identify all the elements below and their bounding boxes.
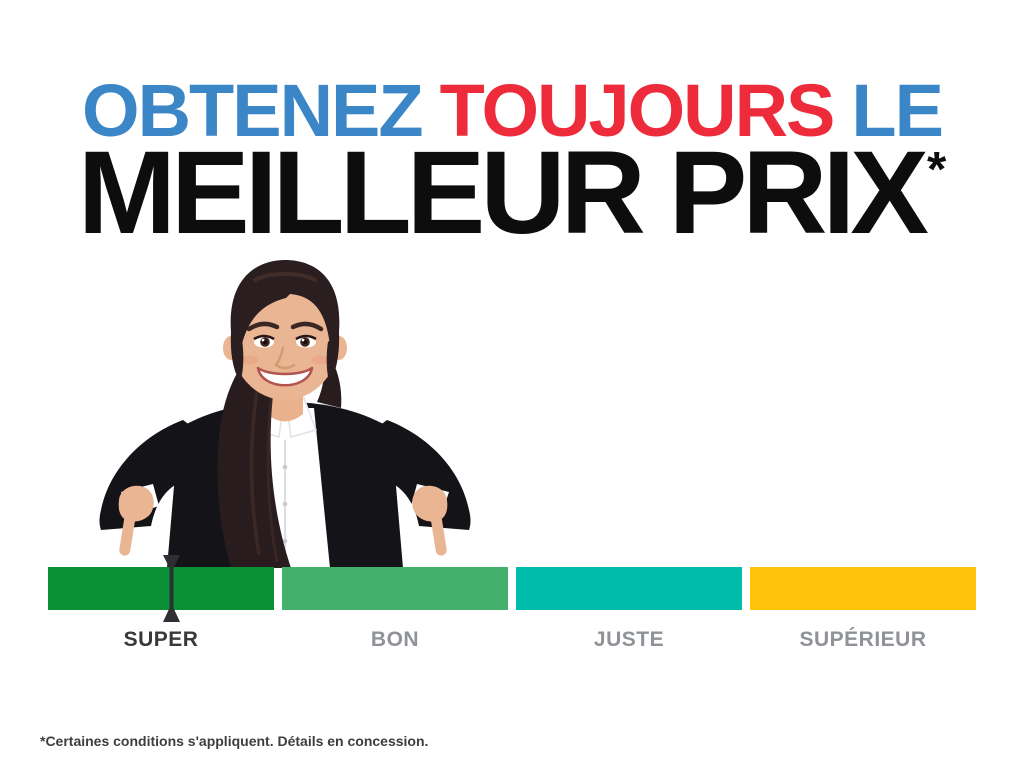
scale-segment-bon	[282, 567, 508, 610]
scale-segment-juste	[516, 567, 742, 610]
price-scale-bar	[48, 567, 976, 610]
pointing-hands	[118, 485, 448, 556]
headline-word-obtenez: OBTENEZ	[82, 69, 424, 152]
legal-footnote: *Certaines conditions s'appliquent. Déta…	[40, 733, 429, 749]
scale-segment-super	[48, 567, 274, 610]
price-scale-labels: SUPER BON JUSTE SUPÉRIEUR	[48, 620, 976, 652]
headline-word-toujours: TOUJOURS	[439, 69, 836, 152]
headline-line2: MEILLEUR PRIX*	[0, 134, 1024, 252]
asterisk-mark: *	[926, 140, 947, 197]
scale-label-juste: JUSTE	[593, 628, 665, 651]
hair-top	[230, 260, 340, 384]
scale-label-super: SUPER	[123, 628, 199, 651]
price-marker-pin	[163, 555, 180, 622]
headline-line1: OBTENEZ TOUJOURS LE	[0, 74, 1024, 148]
scale-label-superieur: SUPÉRIEUR	[799, 628, 927, 651]
woman-pointing-down-image	[99, 260, 471, 568]
scale-segment-superieur	[750, 567, 976, 610]
headline-word-le: LE	[851, 69, 944, 152]
headline-best-price-text: MEILLEUR PRIX	[77, 127, 929, 259]
scale-label-bon: BON	[370, 628, 420, 651]
